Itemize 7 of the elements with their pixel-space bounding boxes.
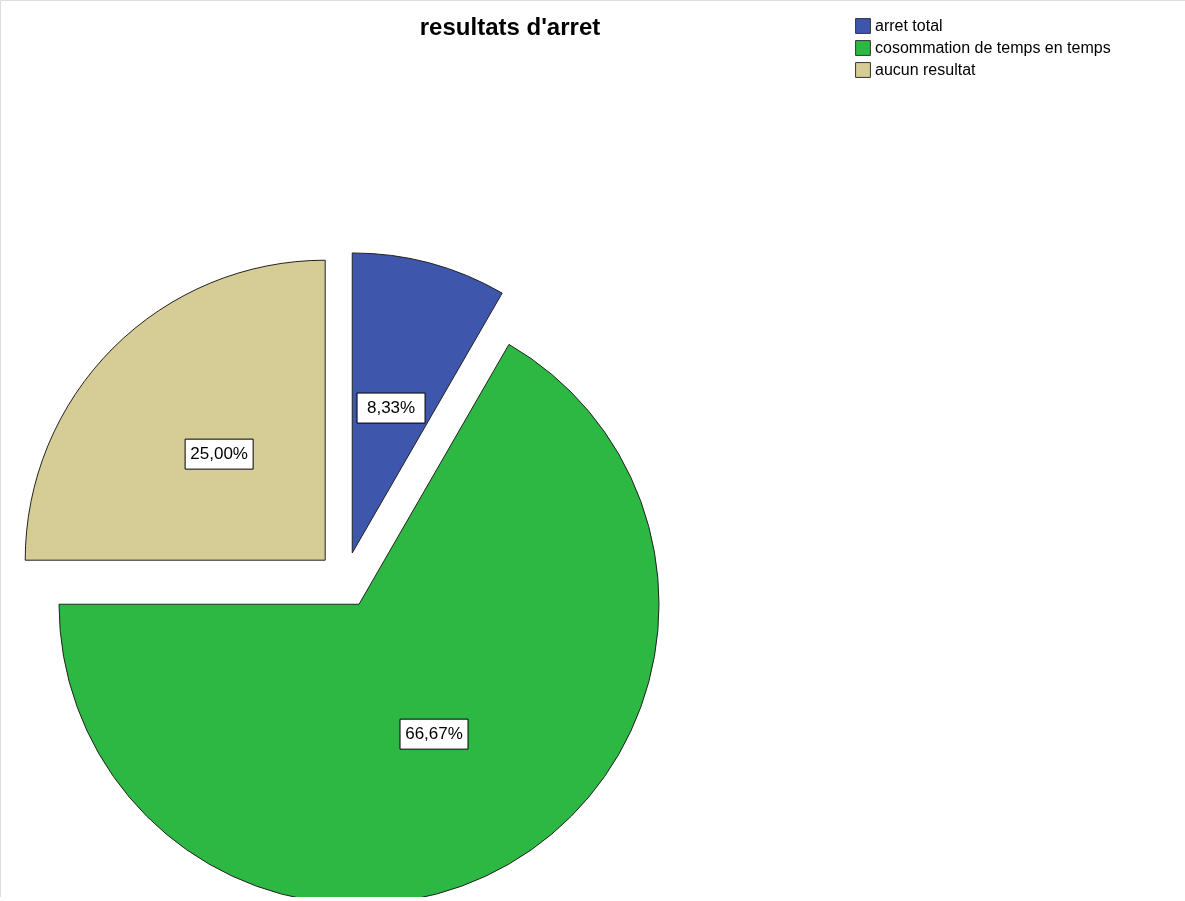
chart-title: resultats d'arret [419, 13, 601, 40]
data-label: 25,00% [190, 444, 248, 464]
data-label: 8,33% [366, 398, 416, 418]
data-label: 66,67% [405, 724, 463, 744]
legend-label: cosommation de temps en temps [875, 39, 1111, 56]
legend-label: aucun resultat [875, 61, 977, 78]
legend-label: arret total [875, 17, 943, 34]
